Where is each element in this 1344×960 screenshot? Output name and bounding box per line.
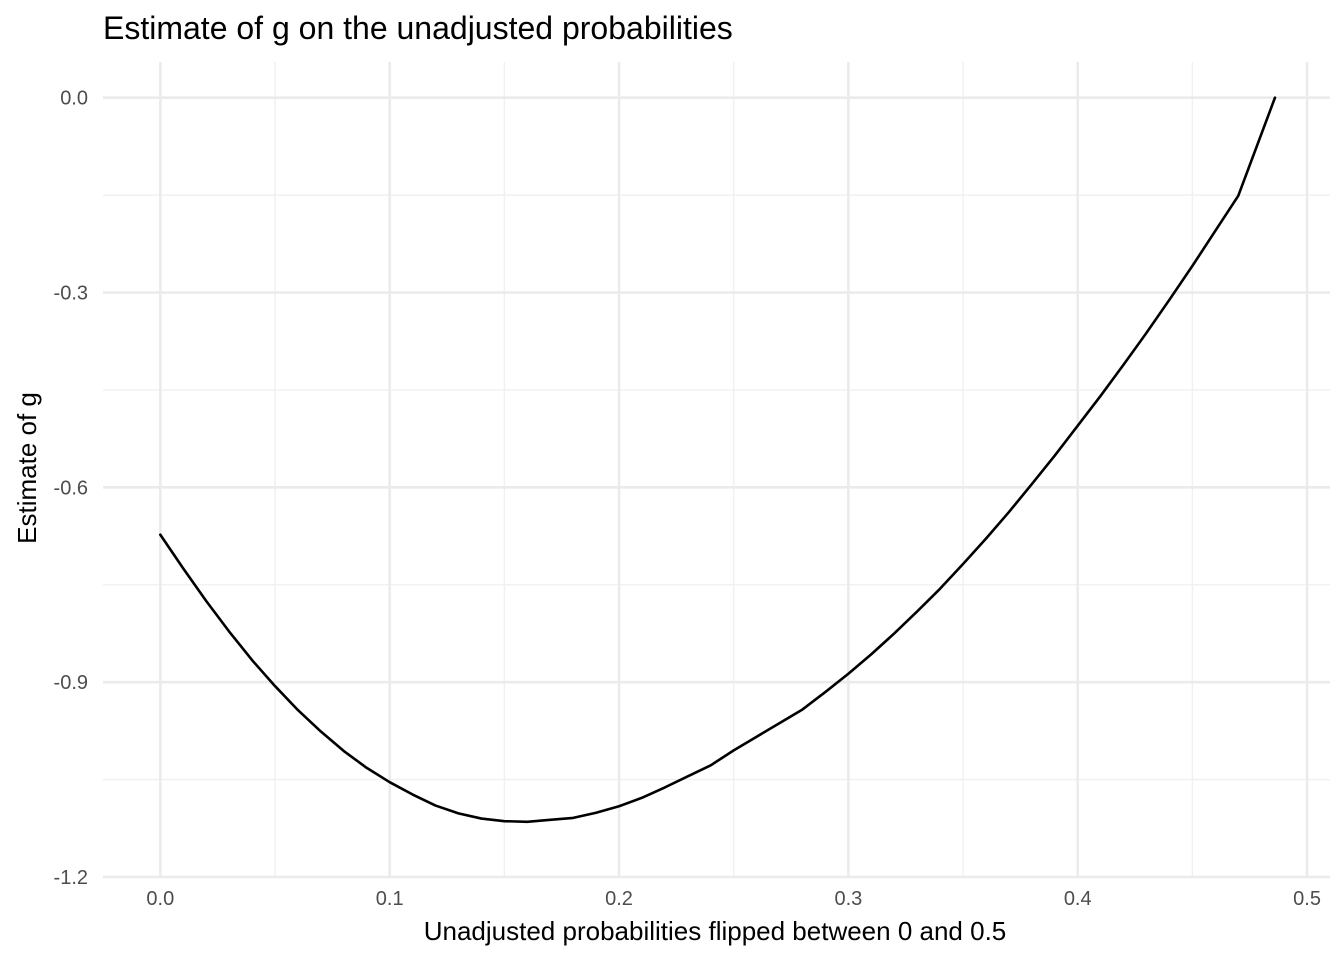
series-line	[159, 96, 1277, 824]
x-tick-label: 0.2	[605, 888, 633, 910]
major-gridlines	[103, 62, 1330, 879]
x-tick-label: 0.1	[376, 888, 404, 910]
chart-title: Estimate of g on the unadjusted probabil…	[103, 10, 733, 46]
series-group	[159, 96, 1277, 824]
x-tick-label: 0.5	[1293, 888, 1321, 910]
y-tick-label: -0.9	[54, 672, 88, 694]
x-tick-label: 0.0	[146, 888, 174, 910]
y-tick-label: 0.0	[60, 88, 88, 110]
x-tick-label: 0.4	[1064, 888, 1092, 910]
y-tick-label: -0.3	[54, 283, 88, 305]
x-axis-title: Unadjusted probabilities flipped between…	[424, 916, 1007, 946]
x-tick-label: 0.3	[834, 888, 862, 910]
minor-gridlines	[103, 62, 1330, 877]
x-axis-ticks: 0.0 0.1 0.2 0.3 0.4 0.5	[146, 888, 1321, 910]
y-axis-title: Estimate of g	[12, 392, 42, 544]
y-axis-ticks: 0.0 -0.3 -0.6 -0.9 -1.2	[54, 88, 88, 889]
y-tick-label: -0.6	[54, 477, 88, 499]
y-tick-label: -1.2	[54, 867, 88, 889]
